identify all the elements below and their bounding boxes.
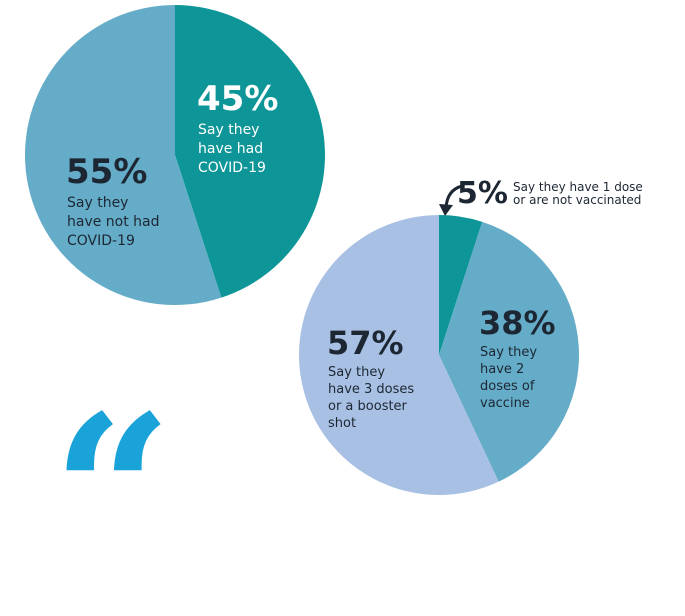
slice-caption-line-two-doses: doses of [480, 379, 535, 394]
pie-slice-three-doses [299, 215, 499, 495]
slice-caption-line-three-doses: shot [328, 416, 356, 431]
slice-caption-line-three-doses: or a booster [328, 399, 408, 414]
quote-mark: “ [52, 369, 173, 616]
slice-percent-label-two-doses: 38% [479, 304, 556, 342]
slice-caption-line-three-doses: have 3 doses [328, 382, 414, 397]
slice-percent-label-three-doses: 57% [327, 324, 404, 362]
pie-charts-canvas: 45% Say they have had COVID-19 55% Say they ha… [25, 5, 643, 495]
pie-slice-one-dose [439, 215, 483, 355]
slice-caption-line-two-doses: have 2 [480, 362, 524, 377]
slice-caption-line-not-had-covid: COVID-19 [67, 233, 135, 249]
pie-slice-two-doses [439, 221, 580, 482]
pie-slice-had-covid [175, 5, 326, 298]
slice-caption-line-two-doses: Say they [480, 345, 537, 360]
slice-percent-label-not-had-covid: 55% [66, 152, 147, 192]
slice-percent-label-had-covid: 45% [197, 79, 278, 119]
slice-caption-line-had-covid: have had [198, 141, 263, 157]
slice-caption-line-not-had-covid: Say they [67, 195, 128, 211]
slice-caption-line-two-doses: vaccine [480, 396, 530, 411]
pie-slice-not-had-covid [25, 5, 222, 305]
slice-caption-line-three-doses: Say they [328, 365, 385, 380]
slice-caption-line-had-covid: COVID-19 [198, 160, 266, 176]
slice-caption-line-not-had-covid: have not had [67, 214, 160, 230]
slice-caption-line-had-covid: Say they [198, 122, 259, 138]
slice-percent-label-one-dose: 5% [457, 176, 508, 211]
slice-caption-line-one-dose: or are not vaccinated [513, 193, 641, 207]
slice-caption-line-one-dose: Say they have 1 dose [513, 180, 643, 194]
arrowhead-icon [439, 204, 453, 216]
covid-history-pie-chart: 45% Say they have had COVID-19 55% Say they ha… [25, 5, 326, 305]
